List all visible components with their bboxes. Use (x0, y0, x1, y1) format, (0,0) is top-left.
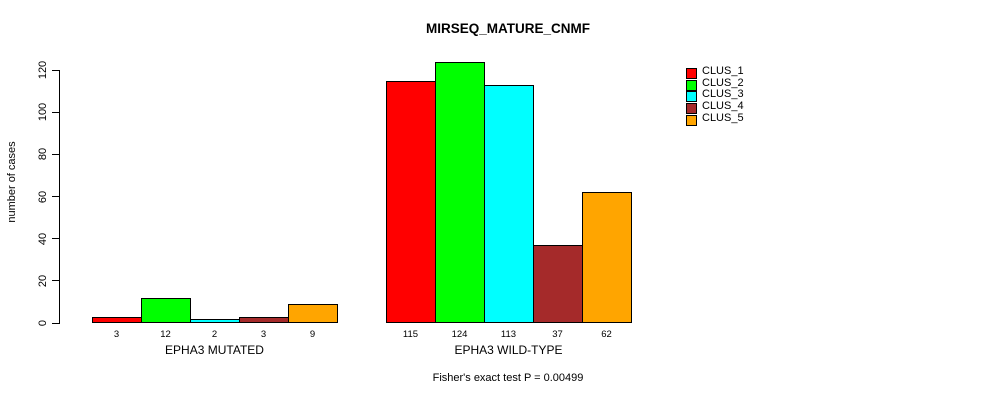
y-tick-mark (52, 322, 59, 324)
bar-value-label: 2 (211, 329, 218, 340)
legend-item-clus_2: CLUS_2 (686, 77, 744, 91)
legend-swatch-clus_1 (686, 68, 697, 79)
bar-clus_2-epha3-wild-type (435, 62, 485, 323)
legend-label: CLUS_5 (702, 111, 744, 124)
bar-clus_4-epha3-mutated (239, 317, 289, 323)
y-tick-label: 0 (37, 319, 49, 327)
legend-swatch-clus_2 (686, 79, 697, 91)
fisher-test-annotation: Fisher's exact test P = 0.00499 (432, 372, 584, 384)
bar-value-label: 3 (260, 329, 267, 340)
legend-swatch-clus_4 (686, 103, 697, 115)
legend-label: CLUS_4 (702, 100, 744, 113)
y-tick-mark (52, 153, 59, 155)
bar-value-label: 113 (500, 329, 517, 340)
group-label-epha3-wild-type: EPHA3 WILD-TYPE (454, 343, 563, 357)
y-axis-title: number of cases (6, 141, 18, 223)
bar-clus_3-epha3-wild-type (484, 85, 534, 323)
y-tick-label: 60 (37, 190, 49, 203)
legend-item-clus_5: CLUS_5 (686, 112, 744, 126)
y-tick-mark (52, 280, 59, 282)
bar-clus_5-epha3-wild-type (582, 192, 632, 323)
legend-item-clus_1: CLUS_1 (686, 65, 744, 79)
y-axis-line (59, 70, 60, 324)
y-tick-label: 100 (37, 102, 49, 122)
bar-clus_4-epha3-wild-type (533, 245, 583, 323)
y-tick-label: 20 (37, 274, 49, 287)
group-label-epha3-mutated: EPHA3 MUTATED (165, 343, 264, 357)
legend-swatch-clus_5 (686, 114, 697, 126)
y-tick-mark (52, 196, 59, 197)
legend-item-clus_3: CLUS_3 (686, 88, 744, 103)
bar-value-label: 12 (160, 329, 171, 340)
y-tick-mark (52, 238, 59, 240)
bar-value-label: 37 (552, 329, 563, 340)
bar-clus_3-epha3-mutated (190, 319, 240, 323)
bar-value-label: 3 (113, 329, 120, 340)
bar-clus_1-epha3-mutated (92, 317, 142, 323)
bar-clus_2-epha3-mutated (141, 298, 191, 323)
bar-value-label: 124 (451, 329, 468, 340)
bar-value-label: 115 (402, 329, 419, 340)
legend-label: CLUS_3 (702, 88, 744, 101)
bar-clus_1-epha3-wild-type (386, 81, 436, 323)
legend-swatch-clus_3 (686, 91, 697, 103)
bar-clus_5-epha3-mutated (288, 304, 338, 323)
bar-value-label: 62 (601, 329, 612, 340)
y-tick-mark (52, 111, 59, 113)
legend-label: CLUS_1 (702, 65, 744, 77)
y-tick-label: 80 (37, 148, 49, 161)
y-tick-label: 40 (37, 232, 49, 245)
chart-title: MIRSEQ_MATURE_CNMF (425, 21, 591, 36)
bar-value-label: 9 (309, 329, 316, 340)
legend-label: CLUS_2 (702, 76, 744, 89)
legend-item-clus_4: CLUS_4 (686, 100, 744, 115)
y-tick-mark (52, 69, 59, 71)
y-tick-label: 120 (37, 60, 49, 80)
